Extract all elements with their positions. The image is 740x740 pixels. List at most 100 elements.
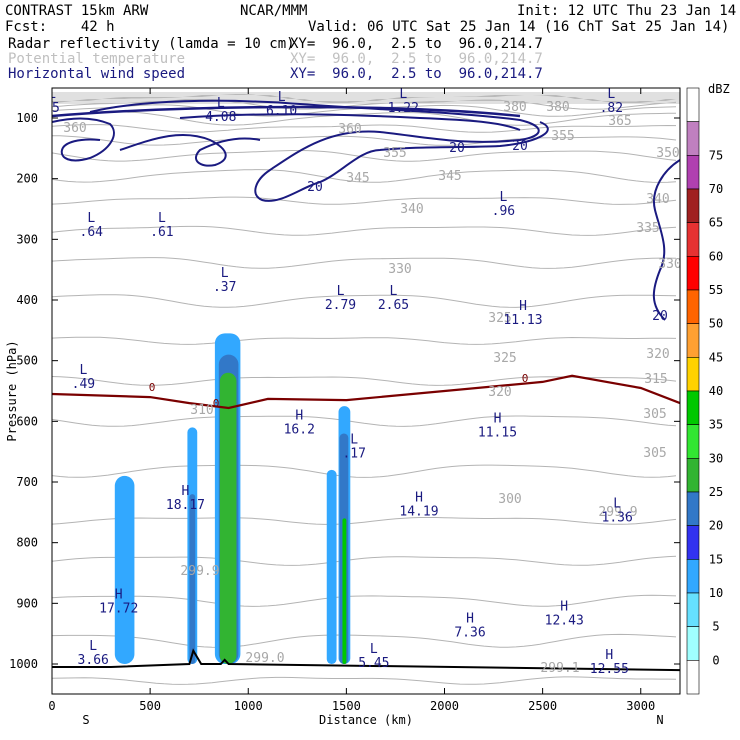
colorbar-swatch <box>686 491 700 526</box>
colorbar-swatch <box>686 87 700 122</box>
wind-contour-label: 20 <box>307 180 323 195</box>
x-tick-label: 2500 <box>528 699 557 713</box>
high-low-letter: H <box>466 612 474 627</box>
theta-label: 299.9 <box>598 505 637 520</box>
theta-label: 335 <box>636 221 659 236</box>
x-tick-label: 1000 <box>234 699 263 713</box>
y-tick-label: 300 <box>16 232 38 246</box>
theta-label: 340 <box>400 202 423 217</box>
high-low-value: 5.45 <box>358 656 389 671</box>
theta-contour-line <box>52 150 677 162</box>
colorbar-swatch <box>686 121 700 156</box>
theta-contour-line <box>52 555 677 566</box>
x-tick-label: 3000 <box>626 699 655 713</box>
high-low-letter: L <box>48 87 56 102</box>
colorbar-level-label: 75 <box>709 148 723 162</box>
high-low-value: .64 <box>80 225 104 240</box>
theta-contour-line <box>52 196 677 205</box>
theta-label: 355 <box>551 129 574 144</box>
theta-label: 305 <box>643 446 666 461</box>
high-low-letter: L <box>337 284 345 299</box>
theta-label: 325 <box>493 351 516 366</box>
colorbar-swatch <box>686 323 700 358</box>
colorbar-swatch <box>686 458 700 493</box>
wind-contour-label: 20 <box>449 141 465 156</box>
colorbar-level-label: 30 <box>709 451 723 465</box>
high-low-letter: L <box>350 433 358 448</box>
wind-contour-line <box>52 117 115 162</box>
valid-time: Valid: 06 UTC Sat 25 Jan 14 (16 ChT Sat … <box>308 19 729 35</box>
reflectivity-cells <box>114 333 351 664</box>
wind-contour-line <box>179 113 521 131</box>
theta-label: 299.1 <box>540 661 579 676</box>
colorbar-level-label: 50 <box>709 317 723 331</box>
colorbar-swatch <box>686 525 700 560</box>
high-low-letter: L <box>613 496 621 511</box>
colorbar-level-label: 45 <box>709 350 723 364</box>
wind-contour-line <box>52 105 521 118</box>
colorbar-level-label: 55 <box>709 283 723 297</box>
theta-label: 310 <box>190 403 213 418</box>
theta-contour-line <box>52 169 677 183</box>
colorbar-level-label: 20 <box>709 519 723 533</box>
x-end-label-north: N <box>656 713 663 727</box>
field-reflectivity-xy: XY= 96.0, 2.5 to 96.0,214.7 <box>290 36 543 52</box>
reflectivity-cell <box>189 494 196 664</box>
high-low-letter: H <box>295 408 303 423</box>
reflectivity-cell <box>342 518 347 664</box>
field-reflectivity-name: Radar reflectivity (lamda = 10 cm) <box>8 36 295 52</box>
theta-label: 330 <box>658 257 681 272</box>
theta-label: 325 <box>488 311 511 326</box>
y-tick-label: 1000 <box>9 657 38 671</box>
high-low-value: 3.66 <box>78 653 109 668</box>
reflectivity-cell <box>114 475 135 664</box>
high-low-value: 18.17 <box>166 498 205 513</box>
theta-label: 340 <box>646 192 669 207</box>
high-low-value: 2.79 <box>325 298 356 313</box>
high-low-letter: L <box>399 87 407 102</box>
y-axis-label: Pressure (hPa) <box>5 340 19 441</box>
high-low-letter: L <box>87 211 95 226</box>
field-theta-xy: XY= 96.0, 2.5 to 96.0,214.7 <box>290 51 543 67</box>
theta-contour-line <box>52 294 677 308</box>
high-low-value: .37 <box>213 280 236 295</box>
y-tick-label: 100 <box>16 111 38 125</box>
colorbar-swatch <box>686 592 700 627</box>
high-low-letter: L <box>89 639 97 654</box>
x-tick-label: 2000 <box>430 699 459 713</box>
colorbar-level-label: 5 <box>712 620 719 634</box>
high-low-value: 17.72 <box>99 601 138 616</box>
x-axis: 0 500 1000 1500 2000 2500 3000 <box>48 88 655 713</box>
theta-contour-line <box>52 464 677 478</box>
forecast-hour: Fcst: 42 h <box>5 19 115 35</box>
y-tick-label: 500 <box>16 354 38 368</box>
high-low-letter: H <box>115 587 123 602</box>
theta-contours <box>52 92 680 685</box>
org-name: NCAR/MMM <box>240 3 307 19</box>
high-low-letter: L <box>217 96 225 111</box>
colorbar: 0 5 10 15 20 25 30 35 40 45 50 55 60 65 70 75 <box>686 87 723 695</box>
reflectivity-cell <box>326 469 337 664</box>
theta-label: 345 <box>438 169 461 184</box>
high-low-value: 11.13 <box>503 313 542 328</box>
colorbar-swatch <box>686 256 700 291</box>
high-low-value: 11.15 <box>478 425 517 440</box>
theta-contour-line <box>52 111 677 126</box>
colorbar-level-label: 40 <box>709 384 723 398</box>
theta-contour-line <box>52 376 677 386</box>
terrain <box>52 648 680 672</box>
x-axis-label: Distance (km) <box>319 713 413 727</box>
theta-label: 380 <box>546 100 569 115</box>
y-tick-label: 900 <box>16 596 38 610</box>
high-low-letter: H <box>560 600 568 615</box>
high-low-value: 45 <box>44 101 60 116</box>
theta-contour-line <box>52 633 677 648</box>
zero-isotherm-label: 0 <box>149 381 156 394</box>
high-low-letter: L <box>390 284 398 299</box>
theta-contour-line <box>52 594 677 607</box>
wind-contour-line <box>119 133 261 167</box>
high-low-value: .17 <box>342 447 365 462</box>
colorbar-unit: dBZ <box>708 82 730 96</box>
